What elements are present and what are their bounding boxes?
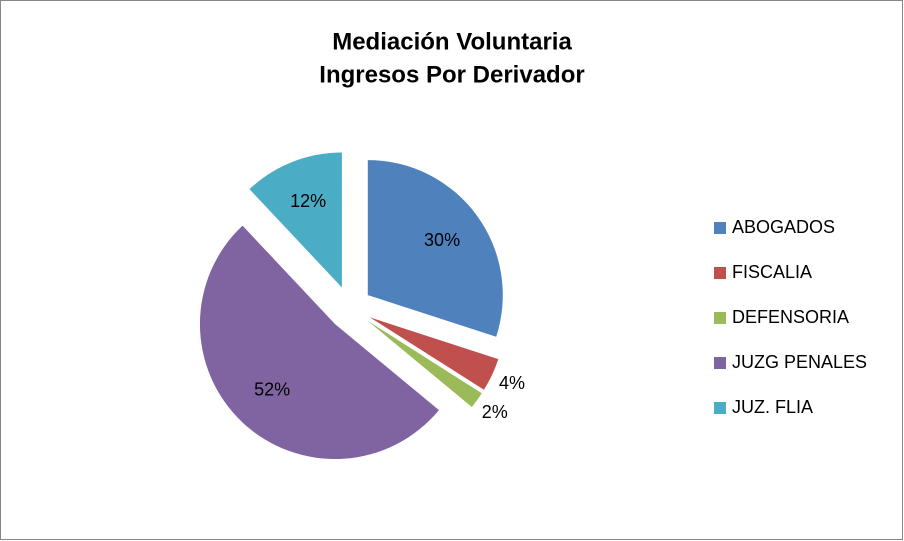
pie-slice: [249, 152, 342, 288]
legend-label: JUZ. FLIA: [732, 397, 813, 417]
legend-swatch: [714, 267, 726, 279]
data-label: 2%: [482, 402, 508, 422]
pie-slice: [369, 317, 499, 390]
data-label: 4%: [499, 373, 525, 393]
pie-slice: [367, 320, 482, 407]
legend-label: DEFENSORIA: [732, 307, 849, 327]
data-label: 52%: [254, 380, 290, 400]
data-label: 30%: [424, 230, 460, 250]
legend-swatch: [714, 357, 726, 369]
legend-swatch: [714, 402, 726, 414]
pie-slice: [367, 160, 503, 337]
chart-title: Mediación Voluntaria: [332, 28, 572, 55]
chart-subtitle: Ingresos Por Derivador: [319, 61, 584, 88]
pie-slice: [199, 225, 439, 460]
legend-label: ABOGADOS: [732, 217, 835, 237]
legend-swatch: [714, 312, 726, 324]
data-label: 12%: [290, 191, 326, 211]
legend-label: JUZG PENALES: [732, 352, 867, 372]
legend-swatch: [714, 222, 726, 234]
legend-label: FISCALIA: [732, 262, 812, 282]
